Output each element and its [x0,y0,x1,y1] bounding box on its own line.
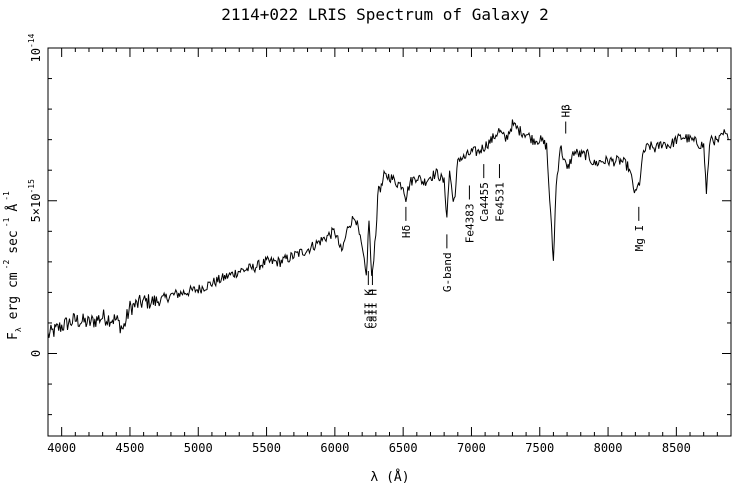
feature-label: Hβ [560,104,573,118]
feature-label: Fe4383 [463,203,476,243]
x-tick-label: 6000 [320,441,349,455]
y-tick-label: 10-14 [27,33,43,62]
feature-label: CaII K [362,289,375,329]
feature-label: CaII H [366,289,379,329]
x-tick-label: 4000 [47,441,76,455]
y-tick-label: 0 [29,350,43,357]
x-tick-label: 4500 [116,441,145,455]
x-axis-ticks: 4000 4500 5000 5500 6000 6500 7000 7500 8000 8500 [47,48,732,455]
y-tick-label: 5×10-15 [27,179,43,223]
x-tick-label: 6500 [389,441,418,455]
x-axis-label: λ (Å) [370,469,409,485]
y-axis-label: Fλ erg cm -2 sec -1 Å -1 [2,191,23,340]
y-label-units-a: erg cm [6,272,21,319]
y-label-exp-b: -1 [2,217,11,227]
svg-text:Fλerg cm-2sec-1Å-1: Fλ erg cm -2 sec -1 Å -1 [2,191,23,340]
x-tick-label: 7000 [457,441,486,455]
y-label-exp-c: -1 [2,191,11,201]
feature-label: Mg I [633,225,646,252]
y-axis-ticks: 0 5×10-15 10-14 [27,33,731,416]
x-tick-label: 7500 [525,441,554,455]
y-label-units-c: Å [5,204,21,212]
x-tick-label: 8000 [594,441,623,455]
x-tick-label: 8500 [662,441,691,455]
x-tick-label: 5000 [184,441,213,455]
y-label-base: F [6,332,21,340]
spectrum-series [47,119,729,338]
feature-label: Ca4455 [478,182,491,222]
feature-label: Hδ [400,225,413,238]
y-label-units-b: sec [6,230,21,253]
x-tick-label: 5500 [252,441,281,455]
y-label-exp-a: -2 [2,260,11,270]
y-label-sub: λ [14,327,23,332]
plot-frame [47,47,732,437]
spectrum-line [47,119,729,338]
feature-label: G-band [441,252,454,292]
feature-label: Fe4531 [493,182,506,222]
chart-title: 2114+022 LRIS Spectrum of Galaxy 2 [221,5,549,24]
